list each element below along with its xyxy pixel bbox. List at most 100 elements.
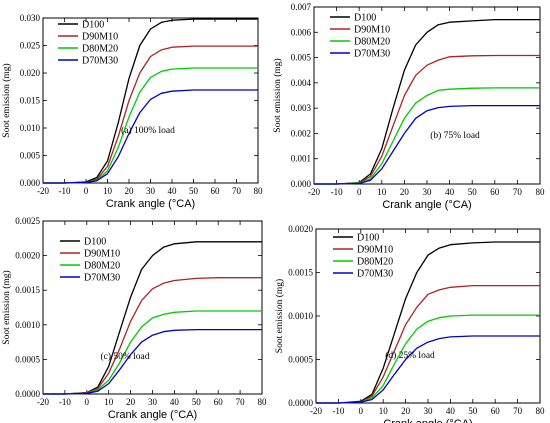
series-line-d90m10 — [314, 54, 540, 185]
x-tick-label: 10 — [379, 406, 389, 416]
x-tick-label: 50 — [192, 397, 202, 407]
x-tick-label: 40 — [445, 187, 455, 197]
y-tick-label: 0.003 — [291, 103, 312, 113]
y-tick-label: 0.0000 — [15, 389, 40, 399]
legend-label: D70M30 — [82, 56, 118, 67]
panel-annotation: (c) 50% load — [100, 351, 149, 362]
x-tick-label: 70 — [513, 406, 523, 416]
y-tick-label: 0.020 — [20, 68, 41, 78]
y-tick-label: 0.002 — [291, 128, 311, 138]
x-tick-label: 0 — [84, 186, 89, 196]
x-tick-label: -10 — [59, 397, 71, 407]
x-tick-label: 0 — [359, 406, 364, 416]
x-tick-label: 30 — [424, 406, 434, 416]
y-axis-title: Soot emission (mg) — [1, 270, 12, 344]
y-tick-label: 0.007 — [291, 2, 312, 12]
x-tick-label: 70 — [513, 187, 523, 197]
x-tick-label: -10 — [332, 406, 344, 416]
x-tick-label: 30 — [423, 187, 433, 197]
y-tick-label: 0.0010 — [288, 311, 313, 321]
x-tick-label: 80 — [254, 186, 264, 196]
series-line-d80m20 — [314, 87, 540, 185]
plot-frame-0 — [42, 17, 259, 184]
y-tick-label: 0.000 — [20, 178, 41, 188]
y-tick-label: 0.006 — [291, 27, 312, 37]
series-line-d70m30 — [314, 104, 540, 185]
legend-label: D90M10 — [82, 32, 118, 43]
x-tick-label: -20 — [310, 406, 322, 416]
series-line-d70m30 — [316, 335, 540, 404]
y-axis-title: Soot emission (mg) — [1, 63, 12, 137]
x-tick-label: 70 — [232, 186, 242, 196]
legend-label: D100 — [82, 20, 104, 31]
legend-label: D100 — [84, 237, 106, 248]
legend-label: D80M20 — [84, 261, 120, 272]
y-tick-label: 0.0025 — [15, 216, 40, 226]
y-tick-label: 0.005 — [291, 53, 312, 63]
y-tick-label: 0.0015 — [288, 268, 313, 278]
x-tick-label: 80 — [258, 397, 268, 407]
legend-label: D90M10 — [357, 245, 393, 256]
x-tick-label: 10 — [377, 187, 387, 197]
x-tick-label: 20 — [125, 186, 135, 196]
y-tick-label: 0.0005 — [15, 354, 40, 364]
x-tick-label: 40 — [446, 406, 456, 416]
x-tick-label: -20 — [308, 187, 320, 197]
x-tick-label: 40 — [168, 186, 178, 196]
x-tick-label: 50 — [468, 187, 478, 197]
x-axis-title: Crank angle (°CA) — [108, 409, 197, 421]
x-tick-label: 60 — [211, 186, 221, 196]
x-tick-label: -20 — [37, 186, 49, 196]
series-line-d90m10 — [316, 284, 540, 404]
x-tick-label: 60 — [214, 397, 224, 407]
series-line-d70m30 — [43, 328, 262, 395]
x-tick-label: 0 — [357, 187, 362, 197]
series-line-d80m20 — [43, 310, 262, 395]
y-tick-label: 0.0005 — [288, 355, 313, 365]
legend-label: D90M10 — [354, 25, 390, 36]
legend-label: D70M30 — [357, 269, 393, 280]
legend-label: D100 — [357, 233, 379, 244]
legend-label: D80M20 — [357, 257, 393, 268]
x-tick-label: 50 — [189, 186, 199, 196]
x-tick-label: 30 — [148, 397, 158, 407]
series-line-d90m10 — [43, 45, 258, 184]
x-tick-label: 50 — [468, 406, 478, 416]
y-tick-label: 0.0015 — [15, 285, 40, 295]
series-line-d90m10 — [43, 277, 262, 395]
y-tick-label: 0.004 — [291, 78, 312, 88]
panel-annotation: (a) 100% load — [121, 125, 175, 136]
legend-label: D80M20 — [354, 37, 390, 48]
x-tick-label: 20 — [126, 397, 136, 407]
legend-label: D70M30 — [84, 273, 120, 284]
legend-label: D90M10 — [84, 249, 120, 260]
y-tick-label: 0.0010 — [15, 320, 40, 330]
y-tick-label: 0.005 — [20, 151, 41, 161]
x-tick-label: 60 — [491, 406, 501, 416]
y-axis-title: Soot emission (mg) — [274, 279, 285, 353]
series-line-d100 — [314, 18, 540, 185]
y-tick-label: 0.015 — [20, 96, 41, 106]
series-line-d100 — [316, 241, 540, 404]
x-tick-label: 20 — [401, 406, 411, 416]
y-tick-label: 0.010 — [20, 123, 41, 133]
legend-label: D100 — [354, 13, 376, 24]
legend-label: D70M30 — [354, 49, 390, 60]
x-tick-label: 70 — [236, 397, 246, 407]
y-tick-label: 0.0000 — [288, 398, 313, 408]
x-tick-label: 0 — [85, 397, 90, 407]
legend-label: D80M20 — [82, 44, 118, 55]
y-tick-label: 0.025 — [20, 41, 41, 51]
x-tick-label: 20 — [400, 187, 410, 197]
series-line-d100 — [43, 18, 258, 184]
x-tick-label: -10 — [331, 187, 343, 197]
plot-frame-2 — [42, 220, 263, 395]
series-line-d70m30 — [43, 89, 258, 184]
x-tick-label: 80 — [536, 406, 546, 416]
y-tick-label: 0.0020 — [288, 224, 313, 234]
x-axis-title: Crank angle (°CA) — [383, 418, 472, 423]
x-tick-label: 10 — [104, 397, 114, 407]
x-tick-label: 10 — [103, 186, 113, 196]
y-tick-label: 0.000 — [291, 179, 312, 189]
